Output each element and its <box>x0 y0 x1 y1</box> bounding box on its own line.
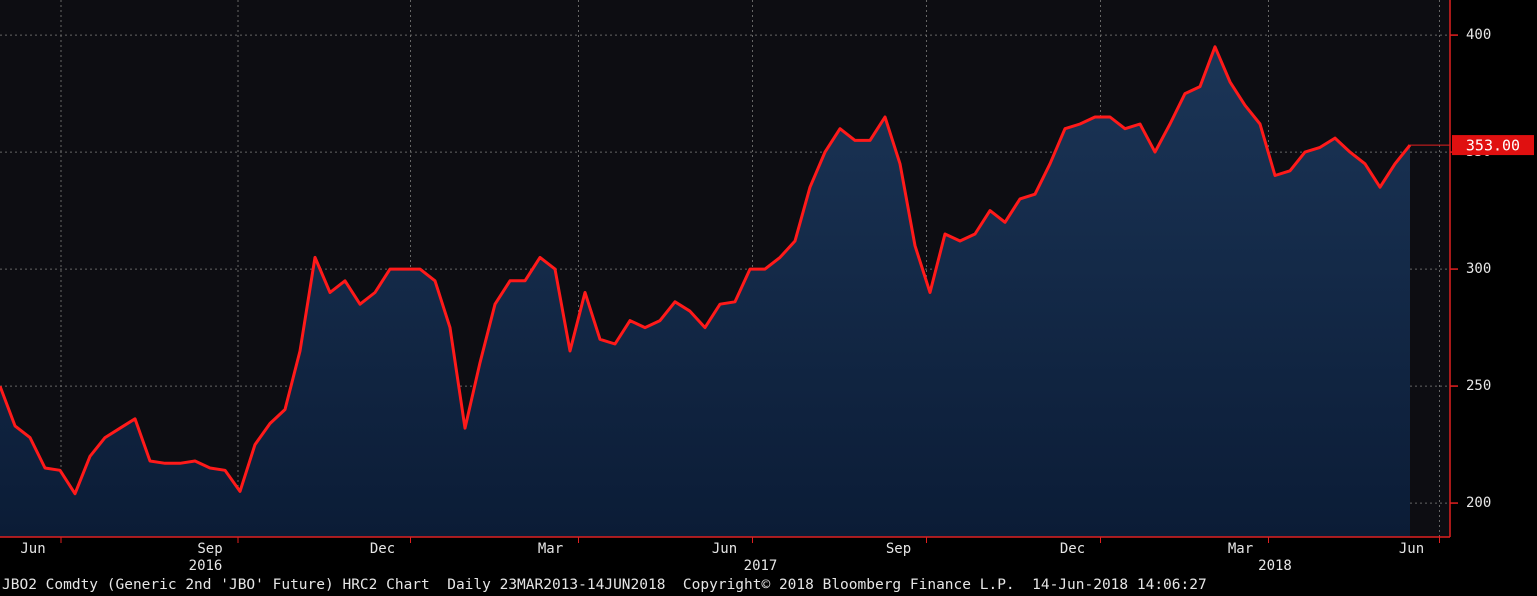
x-tick-label: Jun <box>1399 541 1424 557</box>
y-tick-label: 400 <box>1466 27 1491 43</box>
area <box>0 46 1410 538</box>
x-tick-label: Dec <box>1060 541 1085 557</box>
x-tick-label: Sep <box>197 541 222 557</box>
year-label: 2018 <box>1258 558 1292 574</box>
y-tick-label: 250 <box>1466 378 1491 394</box>
x-tick-label: Mar <box>1228 541 1253 557</box>
footer: JBO2 Comdty (Generic 2nd 'JBO' Future) H… <box>2 577 1207 593</box>
y-tick-label: 200 <box>1466 495 1491 511</box>
x-tick-label: Mar <box>538 541 563 557</box>
y-tick-label: 300 <box>1466 261 1491 277</box>
last-value-box <box>1452 135 1534 156</box>
year-label: 2017 <box>744 558 778 574</box>
x-tick-label: Jun <box>712 541 737 557</box>
x-tick-label: Dec <box>370 541 395 557</box>
line <box>0 45 1412 496</box>
last-value-label: 353.00 <box>1466 137 1520 155</box>
year-label: 2016 <box>189 558 223 574</box>
x-tick-label: Sep <box>886 541 911 557</box>
x-tick-label: Jun <box>20 541 45 557</box>
